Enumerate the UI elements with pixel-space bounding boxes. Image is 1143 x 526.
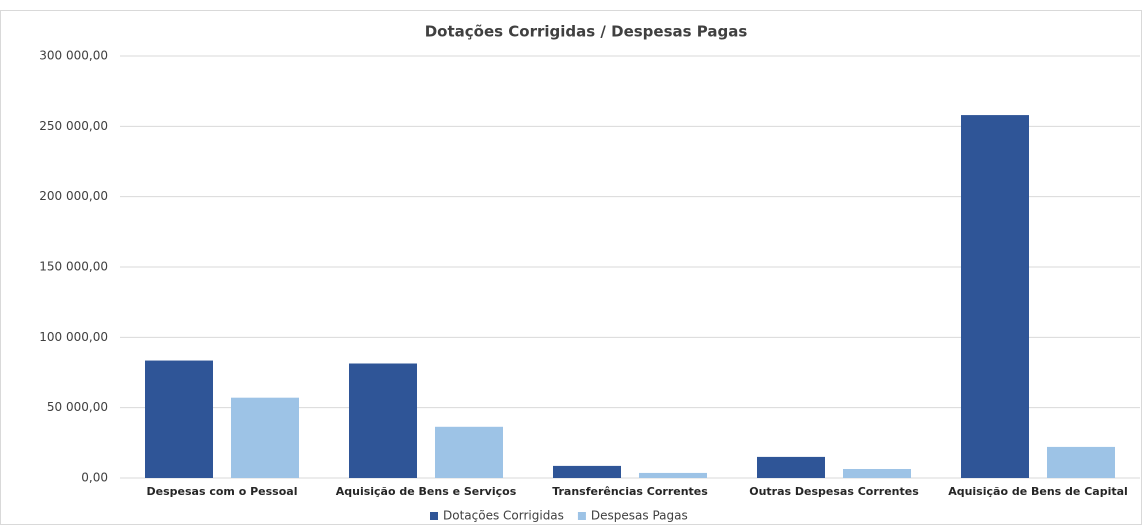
bar (145, 360, 213, 478)
bar (961, 115, 1029, 478)
chart-border (0, 10, 1142, 525)
bar (843, 468, 911, 478)
bar (349, 363, 417, 478)
y-tick-label: 250 000,00 (39, 119, 108, 133)
bar (639, 472, 707, 478)
chart-title: Dotações Corrigidas / Despesas Pagas (425, 23, 748, 41)
bar (553, 465, 621, 478)
bar (231, 397, 299, 478)
y-tick-label: 300 000,00 (39, 49, 108, 63)
y-tick-label: 200 000,00 (39, 189, 108, 203)
y-tick-label: 50 000,00 (47, 400, 108, 414)
x-tick-label: Aquisição de Bens e Serviços (336, 485, 517, 498)
legend-swatch (577, 512, 586, 520)
bar (435, 426, 503, 478)
x-tick-label: Transferências Correntes (552, 485, 708, 498)
legend-swatch (430, 512, 438, 520)
bar (1047, 446, 1115, 478)
legend-label: Dotações Corrigidas (443, 509, 564, 523)
y-tick-label: 150 000,00 (39, 260, 108, 274)
y-tick-label: 0,00 (81, 471, 108, 485)
y-tick-label: 100 000,00 (39, 330, 108, 344)
bar (757, 456, 825, 478)
x-tick-label: Despesas com o Pessoal (147, 485, 298, 498)
x-tick-label: Outras Despesas Correntes (749, 485, 919, 498)
x-tick-label: Aquisição de Bens de Capital (948, 485, 1128, 498)
legend-label: Despesas Pagas (591, 509, 688, 523)
